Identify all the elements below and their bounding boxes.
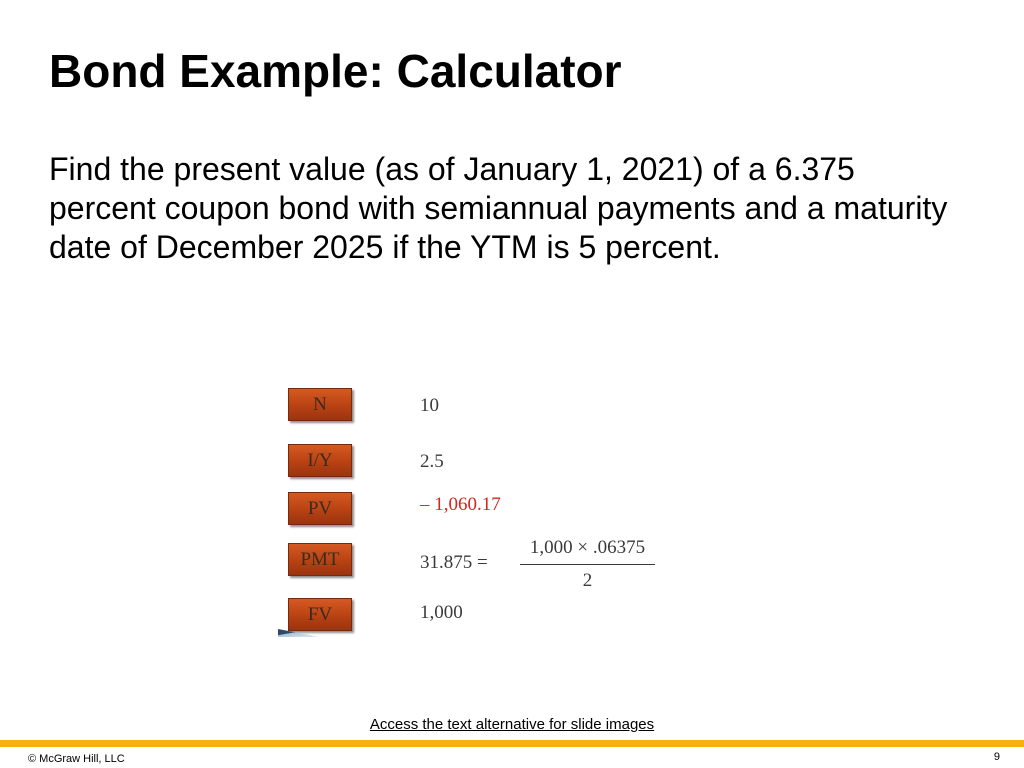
iy-value: 2.5	[420, 451, 444, 472]
pmt-value: 31.875 =	[420, 552, 488, 573]
pmt-key: PMT	[288, 543, 352, 576]
calculator-inputs-figure: N 10 I/Y 2.5 PV – 1,060.17 PMT 31.875 = …	[270, 380, 690, 640]
n-key: N	[288, 388, 352, 421]
slide-title: Bond Example: Calculator	[49, 45, 622, 97]
page-number: 9	[993, 751, 1000, 763]
pv-value: – 1,060.17	[420, 494, 501, 515]
pmt-fraction: 1,000 × .06375 2	[520, 536, 655, 593]
pv-key: PV	[288, 492, 352, 525]
text-alternative-link[interactable]: Access the text alternative for slide im…	[369, 716, 655, 733]
pmt-fraction-denominator: 2	[582, 570, 593, 591]
n-value: 10	[420, 395, 439, 416]
copyright-notice: © McGraw Hill, LLC	[28, 753, 125, 765]
fv-value: 1,000	[420, 602, 463, 623]
footer-accent-bar	[0, 740, 1024, 747]
calculator-edge-graphic	[278, 629, 320, 637]
fv-key: FV	[288, 598, 352, 631]
text-alternative-container: Access the text alternative for slide im…	[0, 715, 1024, 735]
problem-statement: Find the present value (as of January 1,…	[49, 151, 948, 265]
pmt-fraction-numerator: 1,000 × .06375	[520, 536, 655, 565]
iy-key: I/Y	[288, 444, 352, 477]
